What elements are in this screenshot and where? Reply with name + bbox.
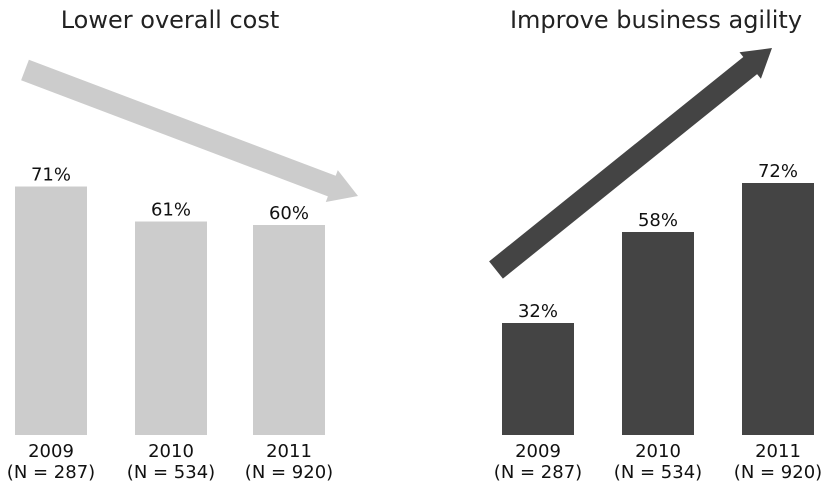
value-label: 72% bbox=[758, 161, 798, 182]
bar-2010 bbox=[135, 221, 207, 435]
chart-1-group: 32% 2009(N = 287) 58% 2010(N = 534) 72% 2011(… bbox=[489, 48, 822, 483]
trend-arrow-up-icon bbox=[489, 48, 772, 279]
category-label: 2011 bbox=[755, 441, 801, 462]
category-label: 2010 bbox=[635, 441, 681, 462]
chart-title-business-agility: Improve business agility bbox=[510, 6, 802, 34]
value-label: 58% bbox=[638, 210, 678, 231]
value-label: 71% bbox=[31, 165, 71, 186]
chart-title-lower-cost: Lower overall cost bbox=[61, 6, 280, 34]
trend-arrow-down-icon bbox=[21, 59, 358, 203]
sample-size-label: (N = 287) bbox=[494, 462, 582, 483]
bar-2009 bbox=[502, 323, 574, 435]
sample-size-label: (N = 920) bbox=[245, 462, 333, 483]
value-label: 32% bbox=[518, 301, 558, 322]
charts-layer: 71%2009(N = 287)61%2010(N = 534)60%2011(… bbox=[7, 48, 822, 483]
category-label: 2009 bbox=[28, 441, 74, 462]
sample-size-label: (N = 287) bbox=[7, 462, 95, 483]
bar-2010 bbox=[622, 232, 694, 435]
bar-2011 bbox=[742, 183, 814, 435]
bar-2011 bbox=[253, 225, 325, 435]
bar-2009 bbox=[15, 186, 87, 435]
category-label: 2009 bbox=[515, 441, 561, 462]
value-label: 61% bbox=[151, 200, 191, 221]
value-label: 60% bbox=[269, 203, 309, 224]
chart-0-group: 71% 2009(N = 287) 61% 2010(N = 534) 60% 2011(… bbox=[7, 59, 358, 483]
sample-size-label: (N = 534) bbox=[127, 462, 215, 483]
category-label: 2011 bbox=[266, 441, 312, 462]
sample-size-label: (N = 920) bbox=[734, 462, 822, 483]
sample-size-label: (N = 534) bbox=[614, 462, 702, 483]
category-label: 2010 bbox=[148, 441, 194, 462]
